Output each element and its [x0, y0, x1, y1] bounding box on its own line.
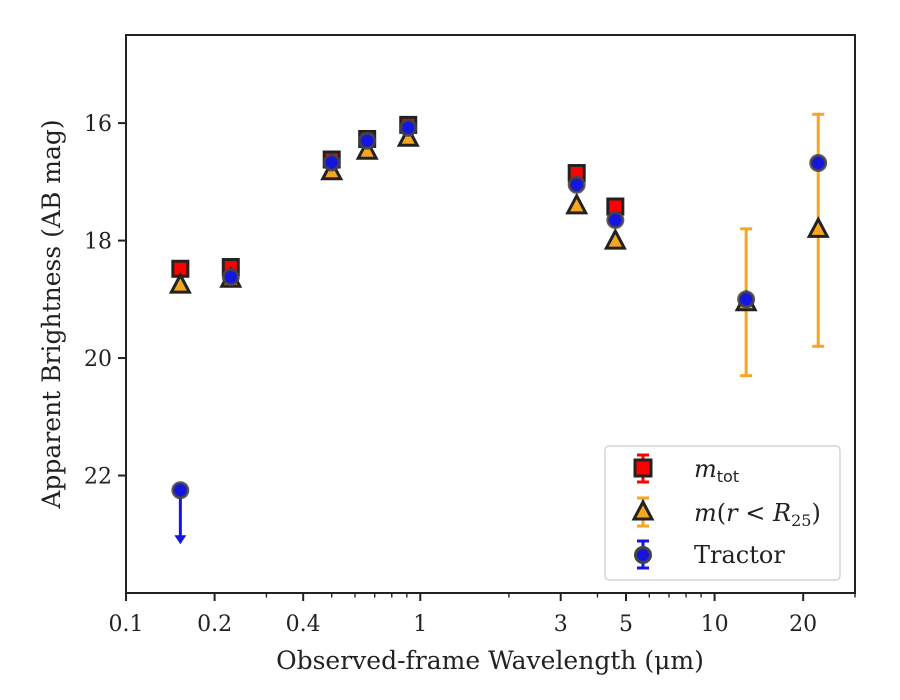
m-r25-point-6: [603, 227, 627, 250]
legend-entry-m-r25: m(r < R25): [631, 496, 821, 530]
y-axis-title: Apparent Brightness (AB mag): [37, 119, 66, 509]
tractor-point-5: [567, 175, 586, 194]
tractor-point-6: [606, 211, 625, 230]
data-layer: [168, 112, 830, 545]
tractor-point-1: [221, 267, 240, 286]
legend-entry-mtot: mtot: [633, 453, 739, 486]
x-tick-label-1: 0.2: [197, 612, 232, 637]
tractor-point-0: [171, 481, 190, 500]
legend-box: [604, 445, 841, 581]
m-r25-point-5: [565, 192, 589, 215]
x-axis-title: Observed-frame Wavelength (μm): [276, 646, 704, 675]
y-tick-label-3: 22: [84, 465, 112, 490]
legend-m25-label: m(r < R25): [694, 499, 821, 530]
x-tick-label-0: 0.1: [109, 612, 144, 637]
x-tick-label-7: 20: [789, 612, 817, 637]
y-tick-label-0: 16: [84, 112, 112, 137]
tractor-point-8: [809, 154, 828, 173]
tick-layer: 0.1 0.2 0.4 1 3 5 10 20 16 18 20 22: [84, 112, 856, 637]
m-r25-point-0: [168, 271, 192, 294]
tractor-point-4: [399, 118, 418, 137]
x-tick-label-5: 5: [619, 612, 633, 637]
series-m-r25: [168, 112, 830, 378]
plot-frame: [125, 34, 856, 594]
legend-tractor-label: Tractor: [694, 541, 785, 569]
tractor-point-7: [737, 290, 756, 309]
legend-mtot-marker: [633, 458, 653, 478]
y-tick-label-2: 20: [84, 347, 112, 372]
series-mtot: [171, 115, 625, 278]
x-tick-label-4: 3: [554, 612, 568, 637]
m-r25-point-8: [806, 216, 830, 238]
x-tick-label-3: 1: [413, 612, 427, 637]
x-tick-label-6: 10: [701, 612, 729, 637]
y-tick-label-1: 18: [84, 230, 112, 255]
legend-tractor-marker: [634, 546, 652, 564]
tractor-point-0-limit-arrowhead: [174, 535, 187, 545]
legend-m25-marker: [631, 498, 655, 521]
series-tractor: [171, 118, 828, 545]
x-tick-label-2: 0.4: [286, 612, 321, 637]
tractor-point-3: [358, 131, 377, 150]
legend-mtot-label: mtot: [694, 455, 739, 486]
tractor-point-2: [322, 153, 341, 172]
legend-entry-tractor: Tractor: [634, 539, 785, 570]
legend: mtot m(r < R25) Tractor: [604, 445, 841, 581]
